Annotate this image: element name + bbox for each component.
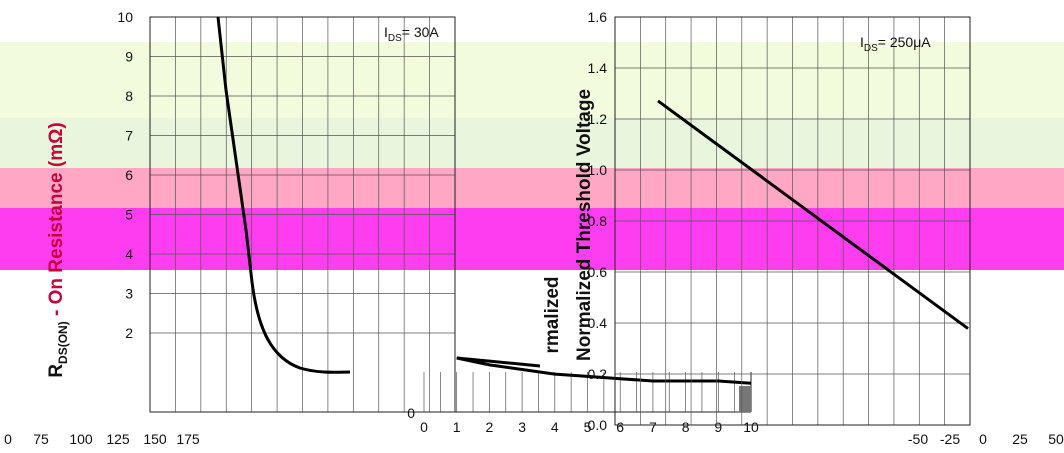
x-tick-label: 6	[616, 419, 624, 435]
y-tick-label: 1.2	[588, 111, 608, 127]
y-tick-label: 1.4	[588, 60, 608, 76]
y-tick-label: 0.8	[588, 213, 608, 229]
x-tick-label: 0	[420, 419, 428, 435]
y-axis-title: Normalized Threshold Voltage	[574, 89, 595, 361]
x-tick-label: 175	[176, 431, 200, 447]
y-tick-label: 7	[125, 128, 133, 144]
x-tick-label: 10	[743, 419, 759, 435]
x-tick-label: -50	[908, 431, 928, 447]
x-tick-label: 25	[1012, 431, 1028, 447]
x-tick-label: 5	[584, 419, 592, 435]
x-tick-label: 50	[1048, 431, 1064, 447]
y-tick-label: 1.6	[588, 9, 608, 25]
y-tick-label: 10	[117, 9, 133, 25]
x-tick-label: 0	[979, 431, 987, 447]
y-tick-label: 4	[125, 246, 133, 262]
annotation-ids: IDS= 250μA	[860, 34, 931, 54]
band-light-green	[0, 42, 1064, 118]
annotation-ids: IDS= 30A	[384, 24, 439, 44]
chart-threshold-voltage: 0.0 0.2 0.4 0.6 0.8 1.0 1.2 1.4 1.6 -50 -25 0 25 50 ID…	[574, 9, 1064, 447]
y-tick-label: 3	[125, 286, 133, 302]
x-tick-label: 150	[143, 431, 167, 447]
plot-frame	[614, 16, 971, 426]
y-tick-label: 1.0	[588, 162, 608, 178]
y-tick-label: 0.2	[588, 366, 608, 382]
x-tick-label: 9	[714, 419, 722, 435]
y-tick-label: 0.6	[588, 264, 608, 280]
y-tick-label: 0.0	[588, 417, 608, 433]
y-tick-label: 0	[407, 405, 415, 421]
x-tick-label: 7	[649, 419, 657, 435]
x-tick-label: 125	[106, 431, 130, 447]
y-tick-label: 6	[125, 167, 133, 183]
y-tick-label: 0.4	[588, 315, 608, 331]
y-axis-title: RDS(ON) - On Resistance (mΩ)	[46, 122, 70, 377]
band-pink	[0, 168, 1064, 213]
y-axis-title-fragment: rmalized	[542, 276, 563, 353]
bar-edge	[739, 386, 751, 412]
x-tick-label: 0	[4, 431, 12, 447]
x-tick-label: 1	[453, 419, 461, 435]
chart-middle: 0 1 2 3 4 5 6 7 8 9 10 0 rmalized	[407, 276, 759, 435]
plot-frame	[149, 16, 456, 413]
x-tick-label: -25	[940, 431, 960, 447]
x-tick-label: 8	[682, 419, 690, 435]
y-tick-label: 9	[125, 49, 133, 65]
y-tick-label: 2	[125, 325, 133, 341]
series-line-middle	[456, 356, 752, 385]
x-tick-label: 100	[69, 431, 93, 447]
band-pale-green	[0, 118, 1064, 173]
x-tick-label: 75	[33, 431, 49, 447]
x-tick-label: 4	[551, 419, 559, 435]
series-line-vth	[657, 99, 969, 330]
x-tick-label: 3	[518, 419, 526, 435]
x-tick-label: 2	[486, 419, 494, 435]
y-tick-label: 8	[125, 88, 133, 104]
band-magenta	[0, 208, 1064, 270]
y-tick-label: 5	[125, 207, 133, 223]
series-line-rdson	[216, 16, 351, 374]
